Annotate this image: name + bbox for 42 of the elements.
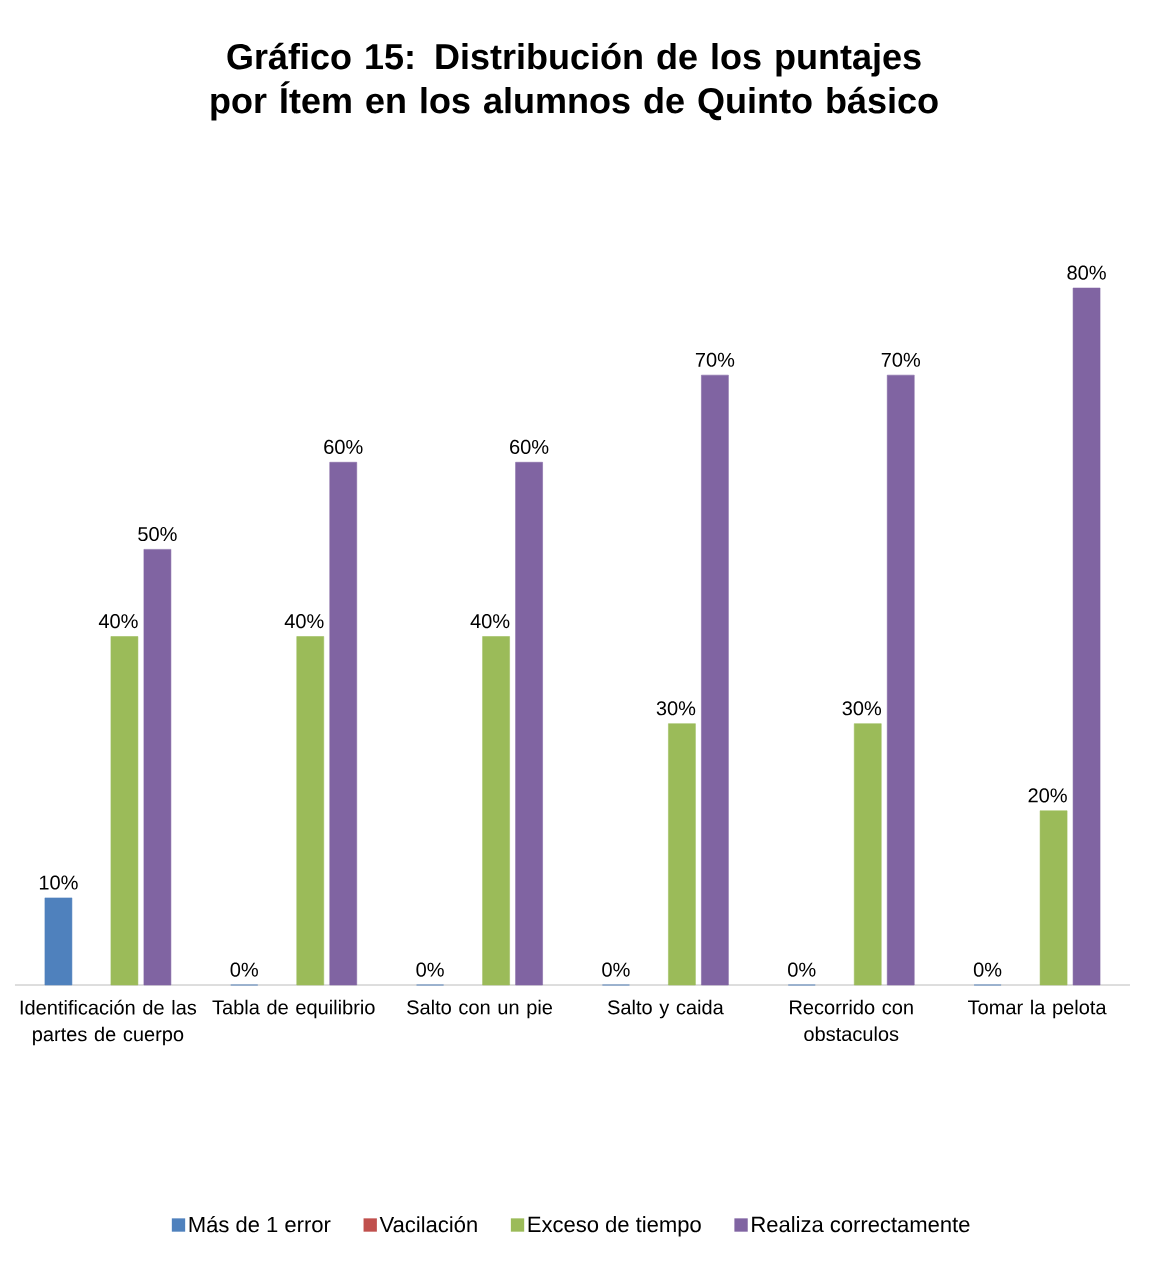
data-label: 0%	[416, 962, 444, 977]
bar	[515, 461, 543, 986]
data-label: 30%	[842, 701, 882, 716]
legend-label: Más de 1 error	[189, 1215, 331, 1233]
data-label: 60%	[324, 439, 363, 454]
x-tick-label: Salto y caida	[607, 999, 724, 1019]
bar	[1039, 810, 1068, 986]
data-label: 40%	[470, 614, 510, 629]
x-tick-label: Identificación de las partes de cuerpo	[20, 999, 197, 1046]
x-tick-label: Tabla de equilibrio	[212, 999, 375, 1019]
data-label: 80%	[1067, 265, 1106, 280]
data-label: 10%	[39, 875, 78, 890]
data-label: 0%	[230, 962, 258, 977]
bar	[143, 549, 172, 986]
data-label: 70%	[881, 352, 921, 367]
bar	[853, 723, 882, 986]
x-tick-label: Recorrido con obstaculos	[790, 999, 913, 1042]
data-label: 0%	[602, 962, 630, 977]
legend-label: Vacilación	[379, 1215, 477, 1233]
data-label: 60%	[510, 439, 549, 454]
x-tick-label: Tomar la pelota	[968, 999, 1107, 1019]
data-label: 70%	[695, 352, 735, 367]
data-label: 40%	[284, 614, 324, 629]
bar	[701, 374, 729, 986]
data-label: 30%	[656, 701, 696, 716]
bar	[44, 897, 73, 986]
chart-title: Gráfico 15: Distribución de los puntajes por Ítem en los alumnos de Quinto básico	[211, 42, 938, 121]
x-tick-label: Salto con un pie	[407, 999, 553, 1019]
data-label: 20%	[1028, 788, 1067, 803]
data-label: 40%	[98, 614, 138, 629]
bar	[329, 461, 358, 986]
data-label: 50%	[138, 526, 177, 542]
bar	[110, 636, 139, 986]
bar	[886, 374, 915, 986]
data-label: 0%	[788, 962, 816, 977]
bar	[1072, 287, 1101, 986]
legend-label: Realiza correctamente	[752, 1216, 970, 1233]
bar	[296, 636, 325, 986]
data-label: 0%	[973, 962, 1002, 977]
legend-label: Exceso de tiempo	[528, 1216, 701, 1237]
bar	[482, 636, 510, 986]
bar	[668, 723, 696, 986]
